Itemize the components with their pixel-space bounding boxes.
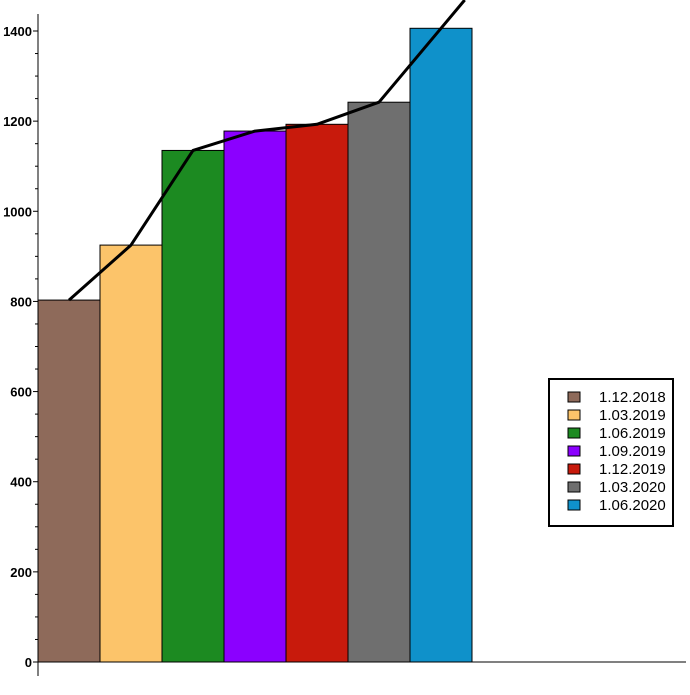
legend-swatch xyxy=(567,427,581,439)
legend-label: 1.09.2019 xyxy=(599,443,666,460)
y-tick-label: 0 xyxy=(25,655,32,670)
bar-1.06.2019 xyxy=(161,149,225,663)
y-tick-label: 1200 xyxy=(3,114,32,129)
legend-label: 1.12.2019 xyxy=(599,461,666,478)
bar-1.12.2019 xyxy=(285,123,349,663)
legend-swatch xyxy=(567,409,581,421)
legend-swatch xyxy=(567,499,581,511)
y-tick-label: 1400 xyxy=(3,24,32,39)
legend-label: 1.03.2020 xyxy=(599,479,666,496)
bar-1.03.2020 xyxy=(347,101,411,663)
bar-1.03.2019 xyxy=(99,244,163,663)
y-tick-label: 600 xyxy=(10,385,32,400)
y-tick-label: 1000 xyxy=(3,204,32,219)
y-tick-label: 400 xyxy=(10,475,32,490)
trend-line-layer xyxy=(68,0,466,302)
legend-label: 1.03.2019 xyxy=(599,407,666,424)
trend-line xyxy=(68,0,466,302)
bar-1.06.2020 xyxy=(409,27,473,663)
legend-label: 1.12.2018 xyxy=(599,389,666,406)
legend-swatch xyxy=(567,463,581,475)
bar-1.12.2018 xyxy=(37,299,101,663)
y-tick-label: 800 xyxy=(10,294,32,309)
legend-label: 1.06.2019 xyxy=(599,425,666,442)
legend-swatch xyxy=(567,445,581,457)
bars xyxy=(37,27,473,663)
legend-swatch xyxy=(567,481,581,493)
legend: 1.12.20181.03.20191.06.20191.09.20191.12… xyxy=(548,378,674,527)
legend-label: 1.06.2020 xyxy=(599,497,666,514)
bar-1.09.2019 xyxy=(223,130,287,663)
y-tick-label: 200 xyxy=(10,565,32,580)
legend-swatch xyxy=(567,391,581,403)
